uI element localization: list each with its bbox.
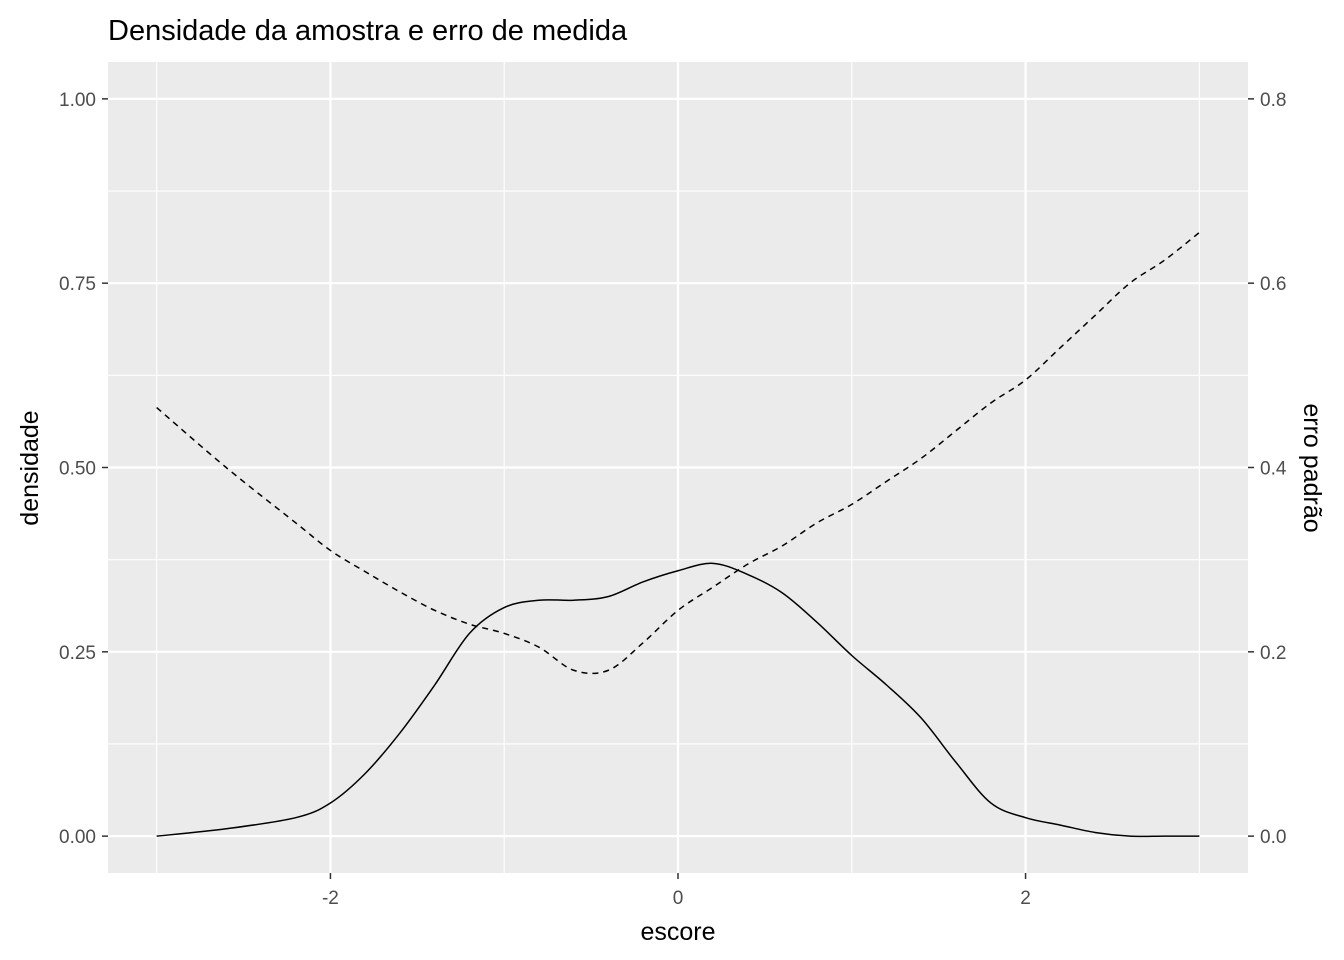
y-tick-label: 0.25 bbox=[59, 643, 96, 664]
axes: -2 0 2 0.00 0.25 0.50 0.75 1.00 0.0 0.2 0.4 0.6 0.8 bbox=[59, 90, 1287, 909]
x-axis-title: escore bbox=[640, 918, 715, 946]
y2-tick-label: 0.8 bbox=[1260, 90, 1286, 111]
y2-tick-label: 0.2 bbox=[1260, 643, 1286, 664]
y-tick-label: 1.00 bbox=[59, 90, 96, 111]
y2-tick-label: 0.4 bbox=[1260, 459, 1287, 480]
major-grid bbox=[108, 62, 1248, 873]
x-tick-label: 2 bbox=[1020, 888, 1031, 909]
chart-title: Densidade da amostra e erro de medida bbox=[108, 15, 628, 47]
standard-error-line bbox=[156, 231, 1200, 675]
y2-tick-label: 0.6 bbox=[1260, 274, 1286, 295]
y-axis-title: densidade bbox=[16, 410, 44, 525]
y2-axis-title: erro padrão bbox=[1298, 403, 1326, 532]
series-lines bbox=[156, 231, 1200, 838]
density-line bbox=[156, 562, 1200, 838]
x-tick-label: -2 bbox=[322, 888, 339, 909]
y-tick-label: 0.00 bbox=[59, 827, 96, 848]
y-tick-label: 0.75 bbox=[59, 274, 96, 295]
y2-tick-label: 0.0 bbox=[1260, 827, 1286, 848]
x-tick-label: 0 bbox=[673, 888, 684, 909]
y-tick-label: 0.50 bbox=[59, 459, 96, 480]
